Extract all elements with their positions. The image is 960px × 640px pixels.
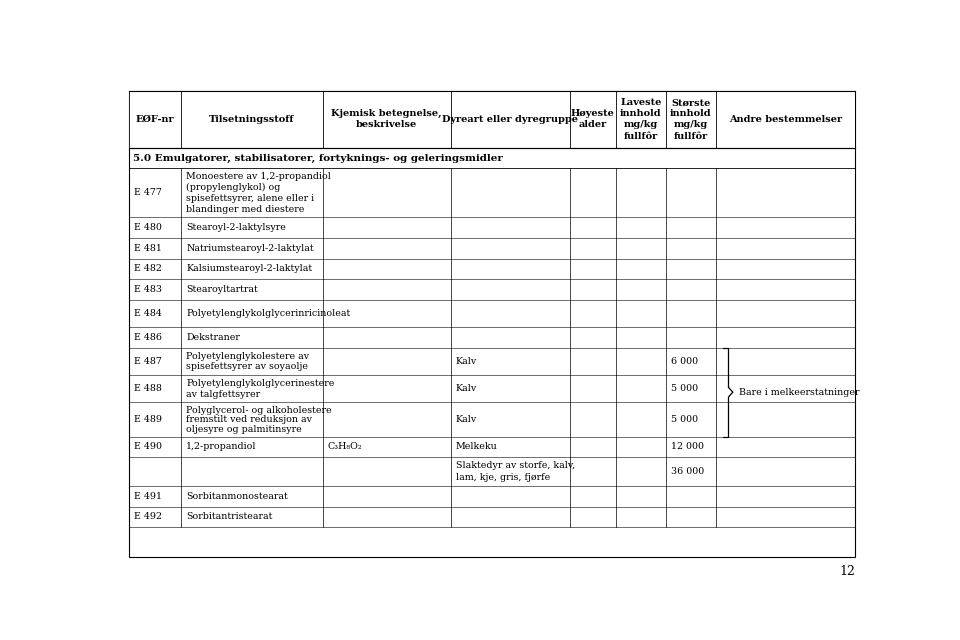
Text: Polyetylenglykolestere av: Polyetylenglykolestere av	[186, 352, 309, 361]
Text: E 489: E 489	[134, 415, 162, 424]
Text: E 487: E 487	[134, 357, 162, 366]
Text: EØF-nr: EØF-nr	[135, 115, 175, 124]
Text: E 490: E 490	[134, 442, 162, 451]
Text: Dekstraner: Dekstraner	[186, 333, 240, 342]
Text: 1,2-propandiol: 1,2-propandiol	[186, 442, 256, 451]
Text: Laveste
innhold
mg/kg
fullfôr: Laveste innhold mg/kg fullfôr	[620, 99, 661, 141]
Text: Tilsetningsstoff: Tilsetningsstoff	[209, 115, 295, 124]
Text: Melkeku: Melkeku	[456, 442, 497, 451]
Text: Sorbitantristearat: Sorbitantristearat	[186, 513, 273, 522]
Text: Dyreart eller dyregruppe: Dyreart eller dyregruppe	[443, 115, 578, 124]
Text: Høyeste
alder: Høyeste alder	[571, 109, 614, 129]
Text: Kjemisk betegnelse,
beskrivelse: Kjemisk betegnelse, beskrivelse	[331, 109, 442, 129]
Text: Kalv: Kalv	[456, 357, 477, 366]
Text: Natriumstearoyl-2-laktylat: Natriumstearoyl-2-laktylat	[186, 244, 314, 253]
Text: Kalv: Kalv	[456, 384, 477, 393]
Text: 6 000: 6 000	[671, 357, 698, 366]
Text: E 491: E 491	[134, 492, 162, 500]
Text: fremstilt ved reduksjon av: fremstilt ved reduksjon av	[186, 415, 312, 424]
Text: Kalsiumstearoyl-2-laktylat: Kalsiumstearoyl-2-laktylat	[186, 264, 312, 273]
Text: spisefettsyrer, alene eller i: spisefettsyrer, alene eller i	[186, 194, 315, 203]
Text: E 486: E 486	[134, 333, 162, 342]
Text: Sorbitanmonostearat: Sorbitanmonostearat	[186, 492, 288, 500]
Text: E 492: E 492	[134, 513, 162, 522]
Text: Kalv: Kalv	[456, 415, 477, 424]
Text: E 480: E 480	[134, 223, 162, 232]
Text: Polyglycerol- og alkoholestere: Polyglycerol- og alkoholestere	[186, 406, 332, 415]
Text: Monoestere av 1,2-propandiol: Monoestere av 1,2-propandiol	[186, 172, 331, 181]
Text: spisefettsyrer av soyaolje: spisefettsyrer av soyaolje	[186, 362, 308, 371]
Text: (propylenglykol) og: (propylenglykol) og	[186, 183, 280, 192]
Text: lam, kje, gris, fjørfe: lam, kje, gris, fjørfe	[456, 473, 550, 482]
Text: Slaktedyr av storfe, kalv,: Slaktedyr av storfe, kalv,	[456, 461, 575, 470]
Text: E 483: E 483	[134, 285, 162, 294]
Text: E 477: E 477	[134, 188, 162, 197]
Text: E 482: E 482	[134, 264, 162, 273]
Text: Polyetylenglykolglycerinricinoleat: Polyetylenglykolglycerinricinoleat	[186, 309, 350, 318]
Text: E 484: E 484	[134, 309, 162, 318]
Text: Stearoyltartrat: Stearoyltartrat	[186, 285, 258, 294]
Text: 12: 12	[839, 564, 855, 578]
Text: C₃H₈O₂: C₃H₈O₂	[328, 442, 363, 451]
Text: Største
innhold
mg/kg
fullfôr: Største innhold mg/kg fullfôr	[670, 99, 711, 141]
Text: oljesyre og palmitinsyre: oljesyre og palmitinsyre	[186, 425, 302, 434]
Text: 5 000: 5 000	[671, 415, 698, 424]
Text: E 488: E 488	[134, 384, 162, 393]
Text: Stearoyl-2-laktylsyre: Stearoyl-2-laktylsyre	[186, 223, 286, 232]
Text: blandinger med diestere: blandinger med diestere	[186, 205, 304, 214]
Text: 12 000: 12 000	[671, 442, 704, 451]
Bar	[129, 91, 855, 148]
Text: Andre bestemmelser: Andre bestemmelser	[729, 115, 842, 124]
Text: 36 000: 36 000	[671, 467, 704, 476]
Text: E 481: E 481	[134, 244, 162, 253]
Text: av talgfettsyrer: av talgfettsyrer	[186, 390, 260, 399]
Text: 5 000: 5 000	[671, 384, 698, 393]
Text: Bare i melkeerstatninger: Bare i melkeerstatninger	[738, 388, 859, 397]
Text: Polyetylenglykolglycerinestere: Polyetylenglykolglycerinestere	[186, 379, 335, 388]
Text: 5.0 Emulgatorer, stabilisatorer, fortyknings- og geleringsmidler: 5.0 Emulgatorer, stabilisatorer, fortykn…	[132, 154, 502, 163]
